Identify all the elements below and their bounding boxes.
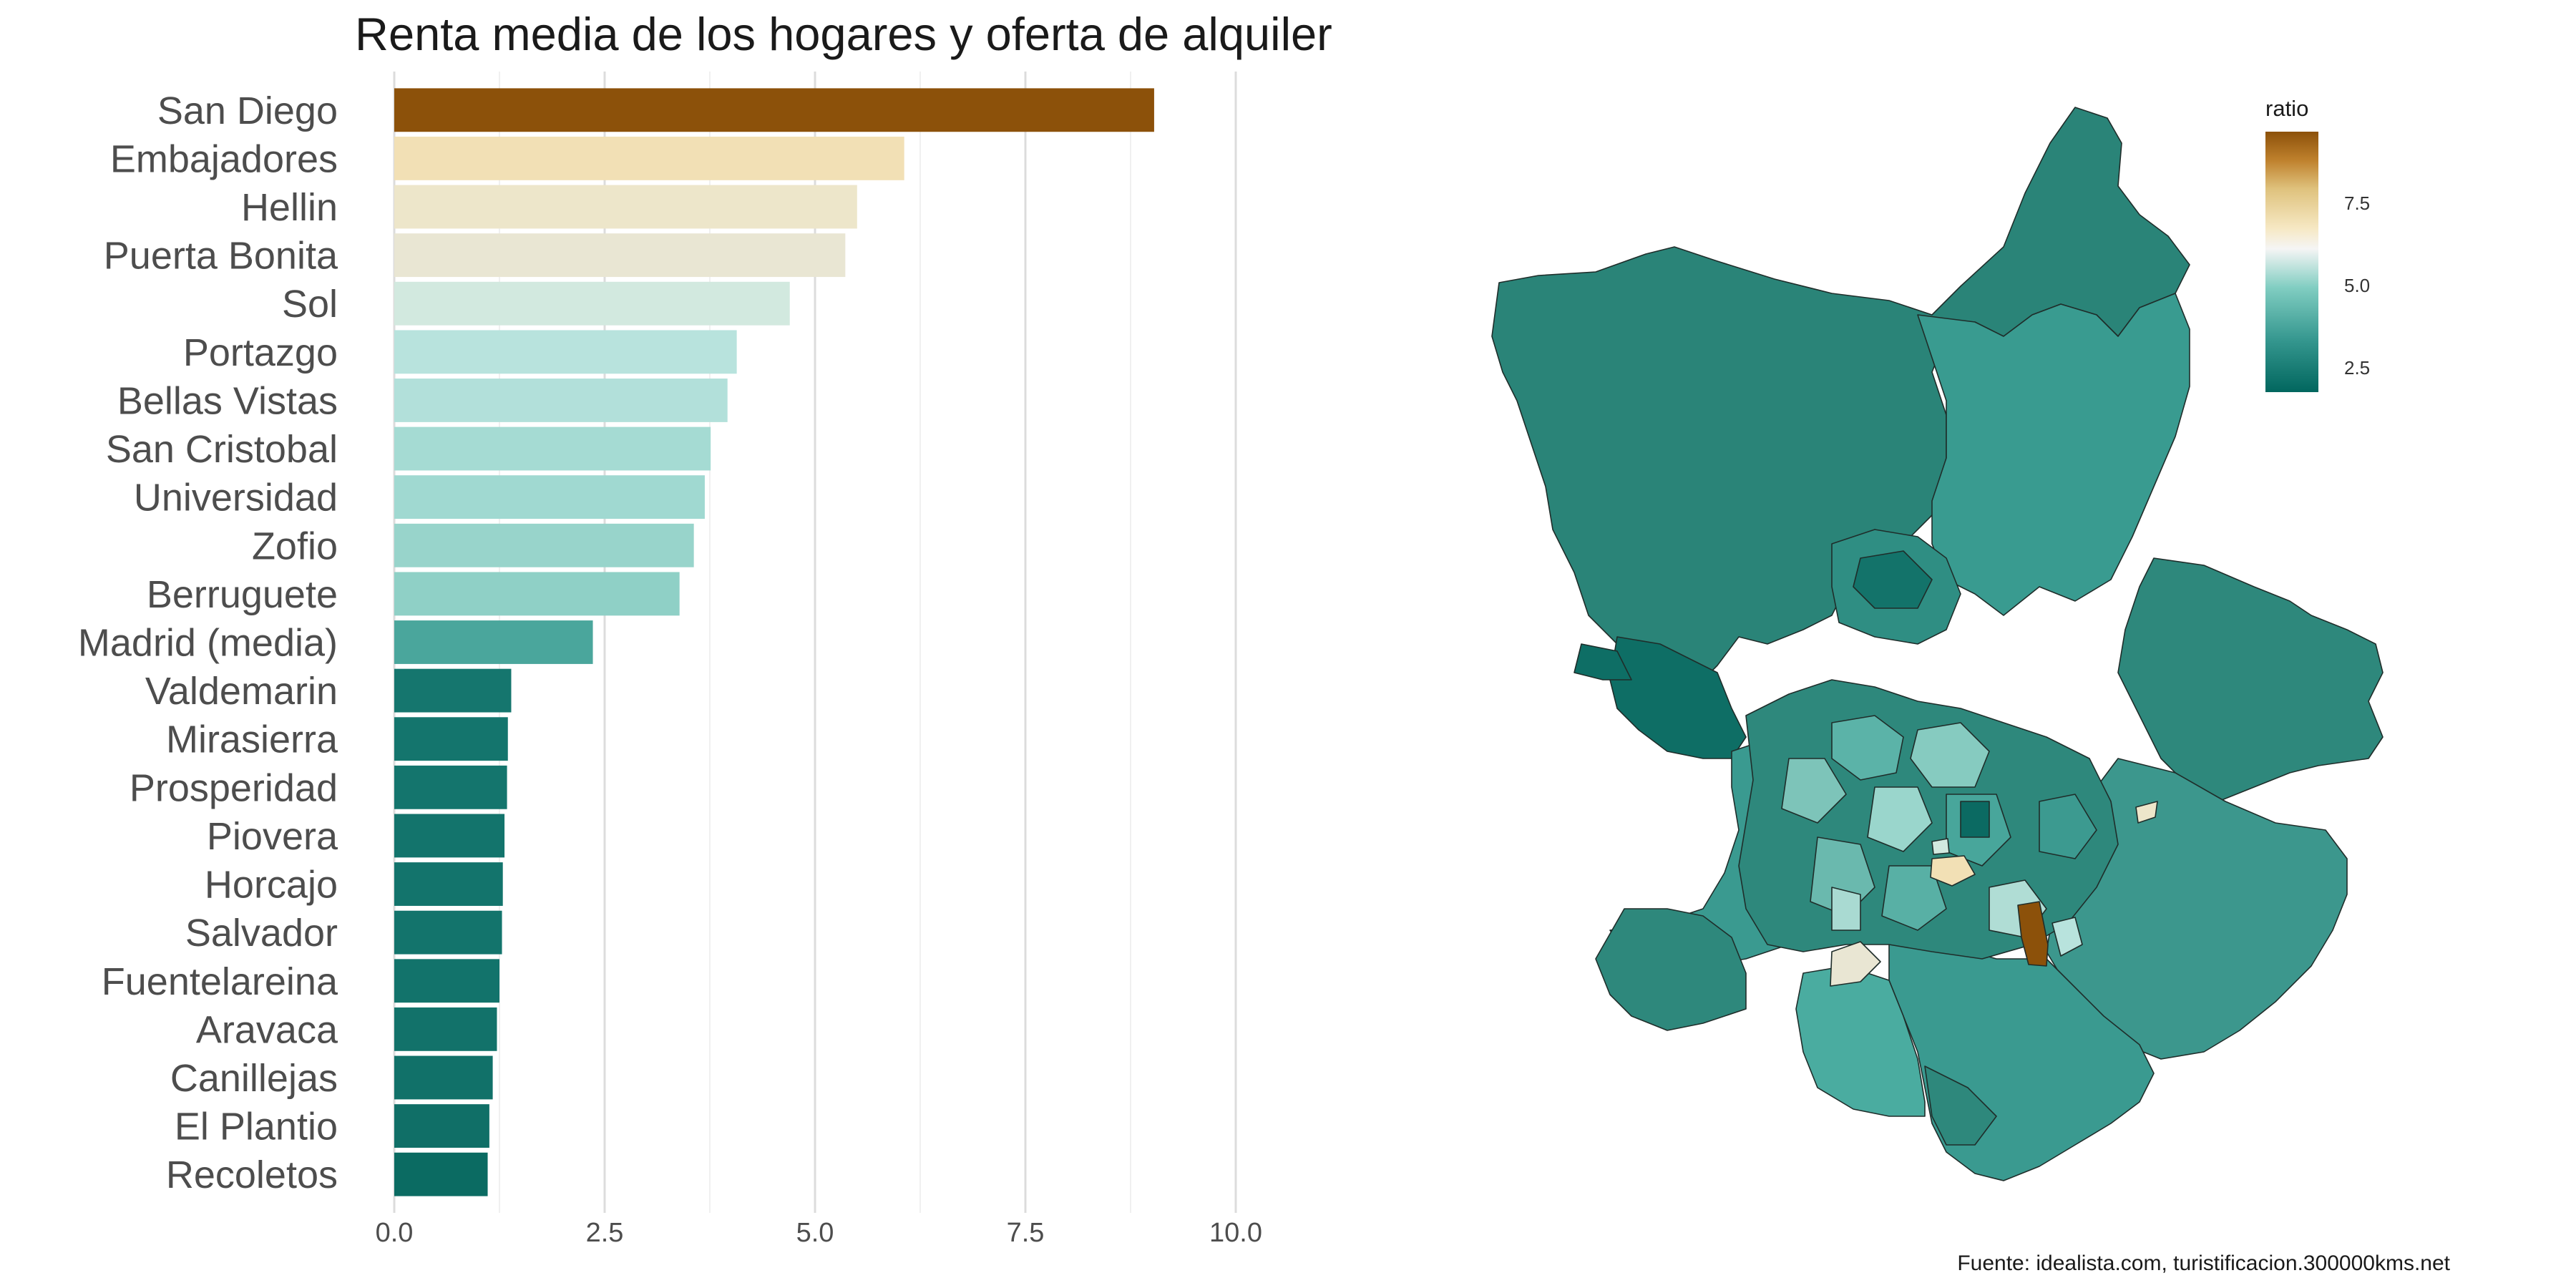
bar [394, 426, 711, 471]
x-tick-label: 2.5 [586, 1218, 624, 1248]
bar [394, 523, 694, 567]
category-label: Recoletos [166, 1153, 338, 1196]
bar [394, 572, 680, 616]
map-district-portazgo [2051, 917, 2083, 957]
color-legend: ratio 2.5 5.0 7.5 [2265, 96, 2370, 392]
category-label: Horcajo [205, 864, 338, 907]
bar [394, 281, 790, 326]
x-axis-ticks: 0.0 2.5 5.0 7.5 10.0 [376, 1218, 1262, 1248]
bar [394, 814, 505, 858]
category-label: Fuentelareina [102, 960, 338, 1003]
category-label: Puerta Bonita [104, 235, 338, 278]
bar [394, 717, 508, 761]
legend-break-label: 7.5 [2344, 192, 2371, 214]
bar [394, 88, 1154, 132]
category-label: Aravaca [196, 1008, 338, 1051]
map-district-embajadores [1930, 855, 1976, 887]
category-label: Mirasierra [166, 718, 338, 761]
bar [394, 475, 705, 519]
category-label: Prosperidad [130, 766, 338, 809]
legend-tick [2318, 203, 2327, 205]
map-district-hellin [2135, 801, 2158, 824]
category-label: Canillejas [170, 1057, 338, 1100]
grid-lines [393, 72, 1237, 1213]
source-caption: Fuente: idealista.com, turistificacion.3… [1957, 1252, 2450, 1275]
map-district-puerta-bonita [1830, 941, 1881, 987]
category-label: Bellas Vistas [117, 379, 338, 422]
legend-break-label: 5.0 [2344, 275, 2371, 296]
category-label: San Diego [157, 89, 338, 132]
category-label: Portazgo [183, 331, 338, 374]
bar [394, 1104, 489, 1148]
category-label: San Cristobal [106, 428, 338, 471]
map-district-southcenter [1795, 965, 1926, 1117]
bar [394, 862, 503, 906]
map-district-northeast [1917, 293, 2190, 616]
bar [394, 330, 737, 374]
x-tick-label: 10.0 [1209, 1218, 1262, 1248]
map-district-center-9 [2039, 794, 2097, 859]
map-district-center-11 [1960, 801, 1990, 838]
bar [394, 1055, 493, 1100]
legend-tick [2318, 367, 2327, 369]
bar [394, 1152, 488, 1196]
category-label: Sol [282, 283, 338, 326]
map-district-sol [1931, 838, 1950, 855]
map-district-westfar [1574, 643, 1632, 680]
bar [394, 1007, 497, 1051]
bar [394, 136, 904, 180]
bar [394, 185, 857, 229]
chart-title: Renta media de los hogares y oferta de a… [355, 8, 1332, 60]
map-district-center-7 [1881, 865, 1947, 931]
legend-break-label: 2.5 [2344, 357, 2371, 379]
category-labels: San Diego Embajadores Hellin Puerta Bonita S… [78, 89, 338, 1196]
bar [394, 765, 507, 809]
legend-tick [2318, 285, 2327, 287]
category-label: Salvador [185, 912, 338, 955]
category-label: El Plantio [175, 1106, 338, 1148]
category-label: Valdemarin [145, 670, 338, 713]
bar [394, 910, 502, 955]
category-label: Madrid (media) [78, 622, 338, 665]
map-district-center-3 [1781, 758, 1847, 824]
category-label: Berruguete [147, 573, 338, 616]
map-district-nc-dark [1853, 550, 1933, 609]
map-district-center-4 [1867, 786, 1933, 852]
x-tick-label: 5.0 [796, 1218, 834, 1248]
map-district-east [2117, 557, 2384, 802]
map-district-center-10 [1831, 887, 1861, 931]
bar [394, 959, 499, 1003]
map-district-san-diego [2017, 901, 2049, 967]
map-district-southfar [1924, 1065, 1997, 1146]
x-tick-label: 0.0 [376, 1218, 414, 1248]
category-label: Zofio [252, 525, 338, 567]
category-label: Universidad [134, 477, 338, 519]
x-tick-label: 7.5 [1007, 1218, 1045, 1248]
category-label: Hellin [241, 186, 338, 229]
map-district-center-2 [1910, 722, 1990, 788]
madrid-choropleth-map [1491, 107, 2384, 1181]
map-district-farwest [1595, 908, 1747, 1031]
bar [394, 620, 593, 664]
map-district-center-1 [1831, 715, 1904, 781]
bar [394, 379, 728, 422]
legend-gradient [2265, 132, 2318, 392]
category-label: Embajadores [110, 137, 338, 180]
category-label: Piovera [207, 815, 338, 858]
bar [394, 668, 512, 713]
bar [394, 233, 846, 278]
bar-chart: San Diego Embajadores Hellin Puerta Bonita S… [78, 72, 1262, 1248]
legend-title: ratio [2265, 96, 2309, 121]
bars [394, 88, 1154, 1196]
